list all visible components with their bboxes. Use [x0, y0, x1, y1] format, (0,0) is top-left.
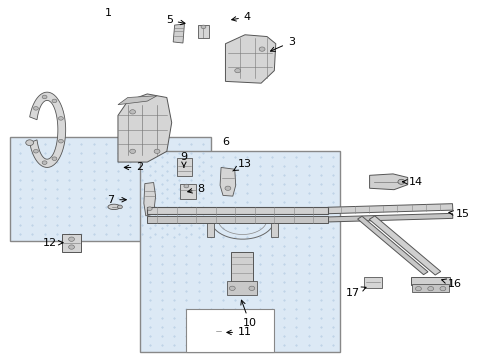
Bar [197, 25, 209, 38]
Circle shape [26, 140, 34, 145]
Text: 6: 6 [222, 138, 229, 147]
Text: 8: 8 [188, 184, 205, 194]
Circle shape [428, 287, 434, 291]
Text: 11: 11 [227, 327, 252, 337]
Text: 14: 14 [403, 177, 423, 187]
Circle shape [52, 99, 57, 103]
Circle shape [58, 117, 63, 120]
Bar [10, 137, 211, 241]
Circle shape [225, 186, 231, 190]
Circle shape [69, 237, 74, 241]
Text: 13: 13 [233, 159, 252, 171]
Bar [364, 277, 382, 288]
Polygon shape [220, 167, 236, 196]
Circle shape [130, 149, 136, 153]
Circle shape [69, 245, 74, 249]
Text: 5: 5 [166, 15, 185, 26]
Circle shape [249, 286, 255, 291]
Text: 15: 15 [449, 209, 469, 219]
Bar [186, 309, 274, 352]
Bar [176, 158, 192, 176]
Text: 7: 7 [107, 195, 126, 205]
Polygon shape [358, 216, 428, 275]
Ellipse shape [108, 204, 120, 210]
Circle shape [33, 149, 38, 153]
Bar [412, 284, 449, 292]
Ellipse shape [118, 205, 122, 209]
Ellipse shape [221, 329, 226, 333]
Text: 1: 1 [105, 8, 112, 18]
Circle shape [52, 157, 57, 161]
Bar [147, 216, 328, 223]
Bar [147, 207, 328, 215]
Text: 2: 2 [124, 162, 144, 172]
Circle shape [33, 107, 38, 110]
Circle shape [201, 25, 206, 29]
Bar [231, 252, 253, 282]
Polygon shape [30, 92, 66, 167]
Polygon shape [118, 96, 157, 105]
Polygon shape [173, 24, 184, 43]
Circle shape [42, 95, 47, 99]
Polygon shape [118, 94, 172, 162]
Polygon shape [369, 174, 408, 190]
Bar [180, 184, 196, 199]
Bar [140, 151, 340, 352]
Text: 4: 4 [232, 12, 251, 22]
Circle shape [130, 110, 136, 114]
Text: 17: 17 [345, 287, 366, 298]
Text: 9: 9 [180, 152, 188, 167]
Bar [207, 220, 214, 237]
Circle shape [154, 149, 160, 153]
Text: 16: 16 [441, 279, 462, 289]
Circle shape [398, 179, 405, 184]
Circle shape [259, 47, 265, 51]
Polygon shape [369, 216, 441, 275]
Circle shape [147, 207, 152, 211]
Polygon shape [225, 35, 276, 83]
Text: 10: 10 [241, 300, 257, 328]
Circle shape [229, 286, 235, 291]
Bar [411, 277, 450, 285]
Polygon shape [328, 213, 453, 222]
Bar [62, 234, 81, 252]
Bar [227, 281, 257, 295]
Circle shape [42, 161, 47, 165]
Ellipse shape [212, 329, 224, 334]
Circle shape [184, 184, 189, 188]
Circle shape [416, 287, 421, 291]
Circle shape [58, 139, 63, 143]
Circle shape [235, 68, 241, 73]
Text: 12: 12 [43, 238, 63, 248]
Text: 3: 3 [270, 37, 295, 51]
Polygon shape [328, 204, 453, 214]
Circle shape [440, 287, 446, 291]
Polygon shape [144, 183, 156, 216]
Bar [271, 220, 278, 237]
